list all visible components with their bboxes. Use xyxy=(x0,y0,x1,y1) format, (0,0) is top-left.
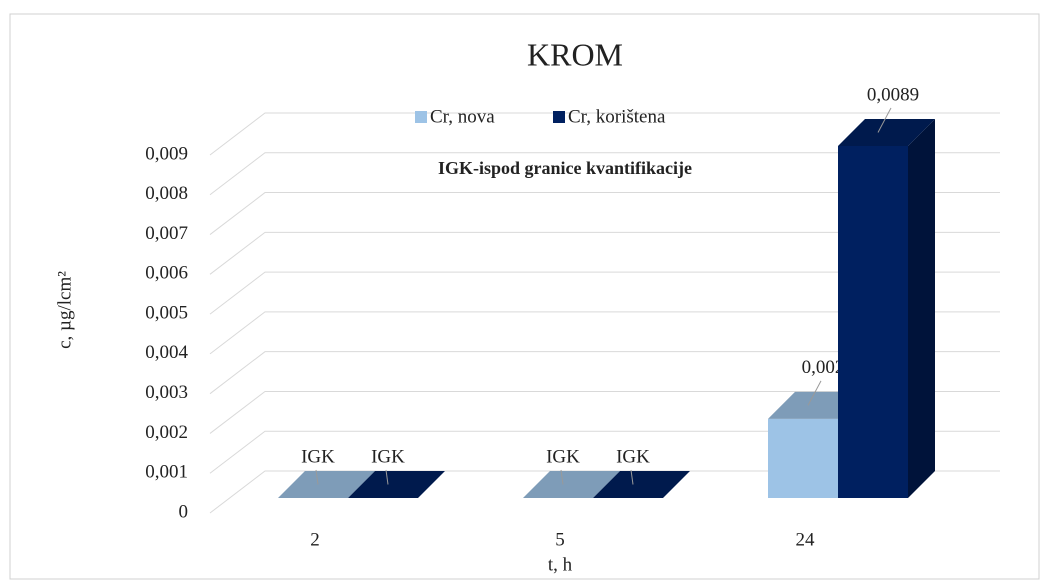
y-tick-label: 0,003 xyxy=(145,382,188,403)
y-tick-label: 0 xyxy=(179,501,189,522)
legend-swatch xyxy=(553,111,565,123)
grid-line xyxy=(209,430,1000,474)
grid-line xyxy=(209,390,1000,434)
bar-top xyxy=(348,471,445,498)
y-tick-label: 0,006 xyxy=(145,263,188,284)
bar-side xyxy=(908,118,935,498)
grid-line xyxy=(209,470,1000,514)
annotation: IGK-ispod granice kvantifikacije xyxy=(438,158,692,178)
x-tick-label: 2 xyxy=(310,529,320,550)
leader-line xyxy=(385,469,389,485)
leader-line xyxy=(315,469,319,485)
x-tick-label: 24 xyxy=(796,529,816,550)
bar-top xyxy=(593,471,690,498)
y-tick-label: 0,004 xyxy=(145,342,188,363)
x-axis-label: t, h xyxy=(548,554,573,575)
data-label: IGK xyxy=(546,446,580,467)
chart-title: KROM xyxy=(527,36,623,72)
legend-label: Cr, nova xyxy=(430,106,495,127)
bar xyxy=(838,145,908,498)
y-axis-label: c, µg/lcm² xyxy=(54,271,75,349)
data-label: IGK xyxy=(371,446,405,467)
y-tick-label: 0,007 xyxy=(145,223,188,244)
bar-top xyxy=(278,471,375,498)
y-tick-label: 0,001 xyxy=(145,462,188,483)
data-label: IGK xyxy=(301,446,335,467)
grid-line xyxy=(209,112,1000,156)
grid-line xyxy=(209,311,1000,355)
leader-line xyxy=(877,107,892,133)
grid-line xyxy=(209,271,1000,315)
data-label: IGK xyxy=(616,446,650,467)
grid-line xyxy=(209,152,1000,196)
leader-line xyxy=(630,469,634,485)
y-tick-label: 0,005 xyxy=(145,302,188,323)
y-tick-label: 0,008 xyxy=(145,183,188,204)
grid-line xyxy=(209,192,1000,235)
legend-swatch xyxy=(415,111,427,123)
leader-line xyxy=(560,469,564,485)
data-label: 0,0089 xyxy=(867,84,919,105)
grid-line xyxy=(209,231,1000,275)
y-tick-label: 0,009 xyxy=(145,143,188,164)
y-tick-label: 0,002 xyxy=(145,422,188,443)
data-label: 0,002 xyxy=(802,357,845,378)
bar-top xyxy=(523,471,620,498)
x-tick-label: 5 xyxy=(555,529,565,550)
bar xyxy=(768,418,838,498)
bar-top xyxy=(838,118,935,146)
legend-label: Cr, korištena xyxy=(568,106,666,127)
grid-line xyxy=(209,351,1000,395)
leader-line xyxy=(807,380,822,406)
